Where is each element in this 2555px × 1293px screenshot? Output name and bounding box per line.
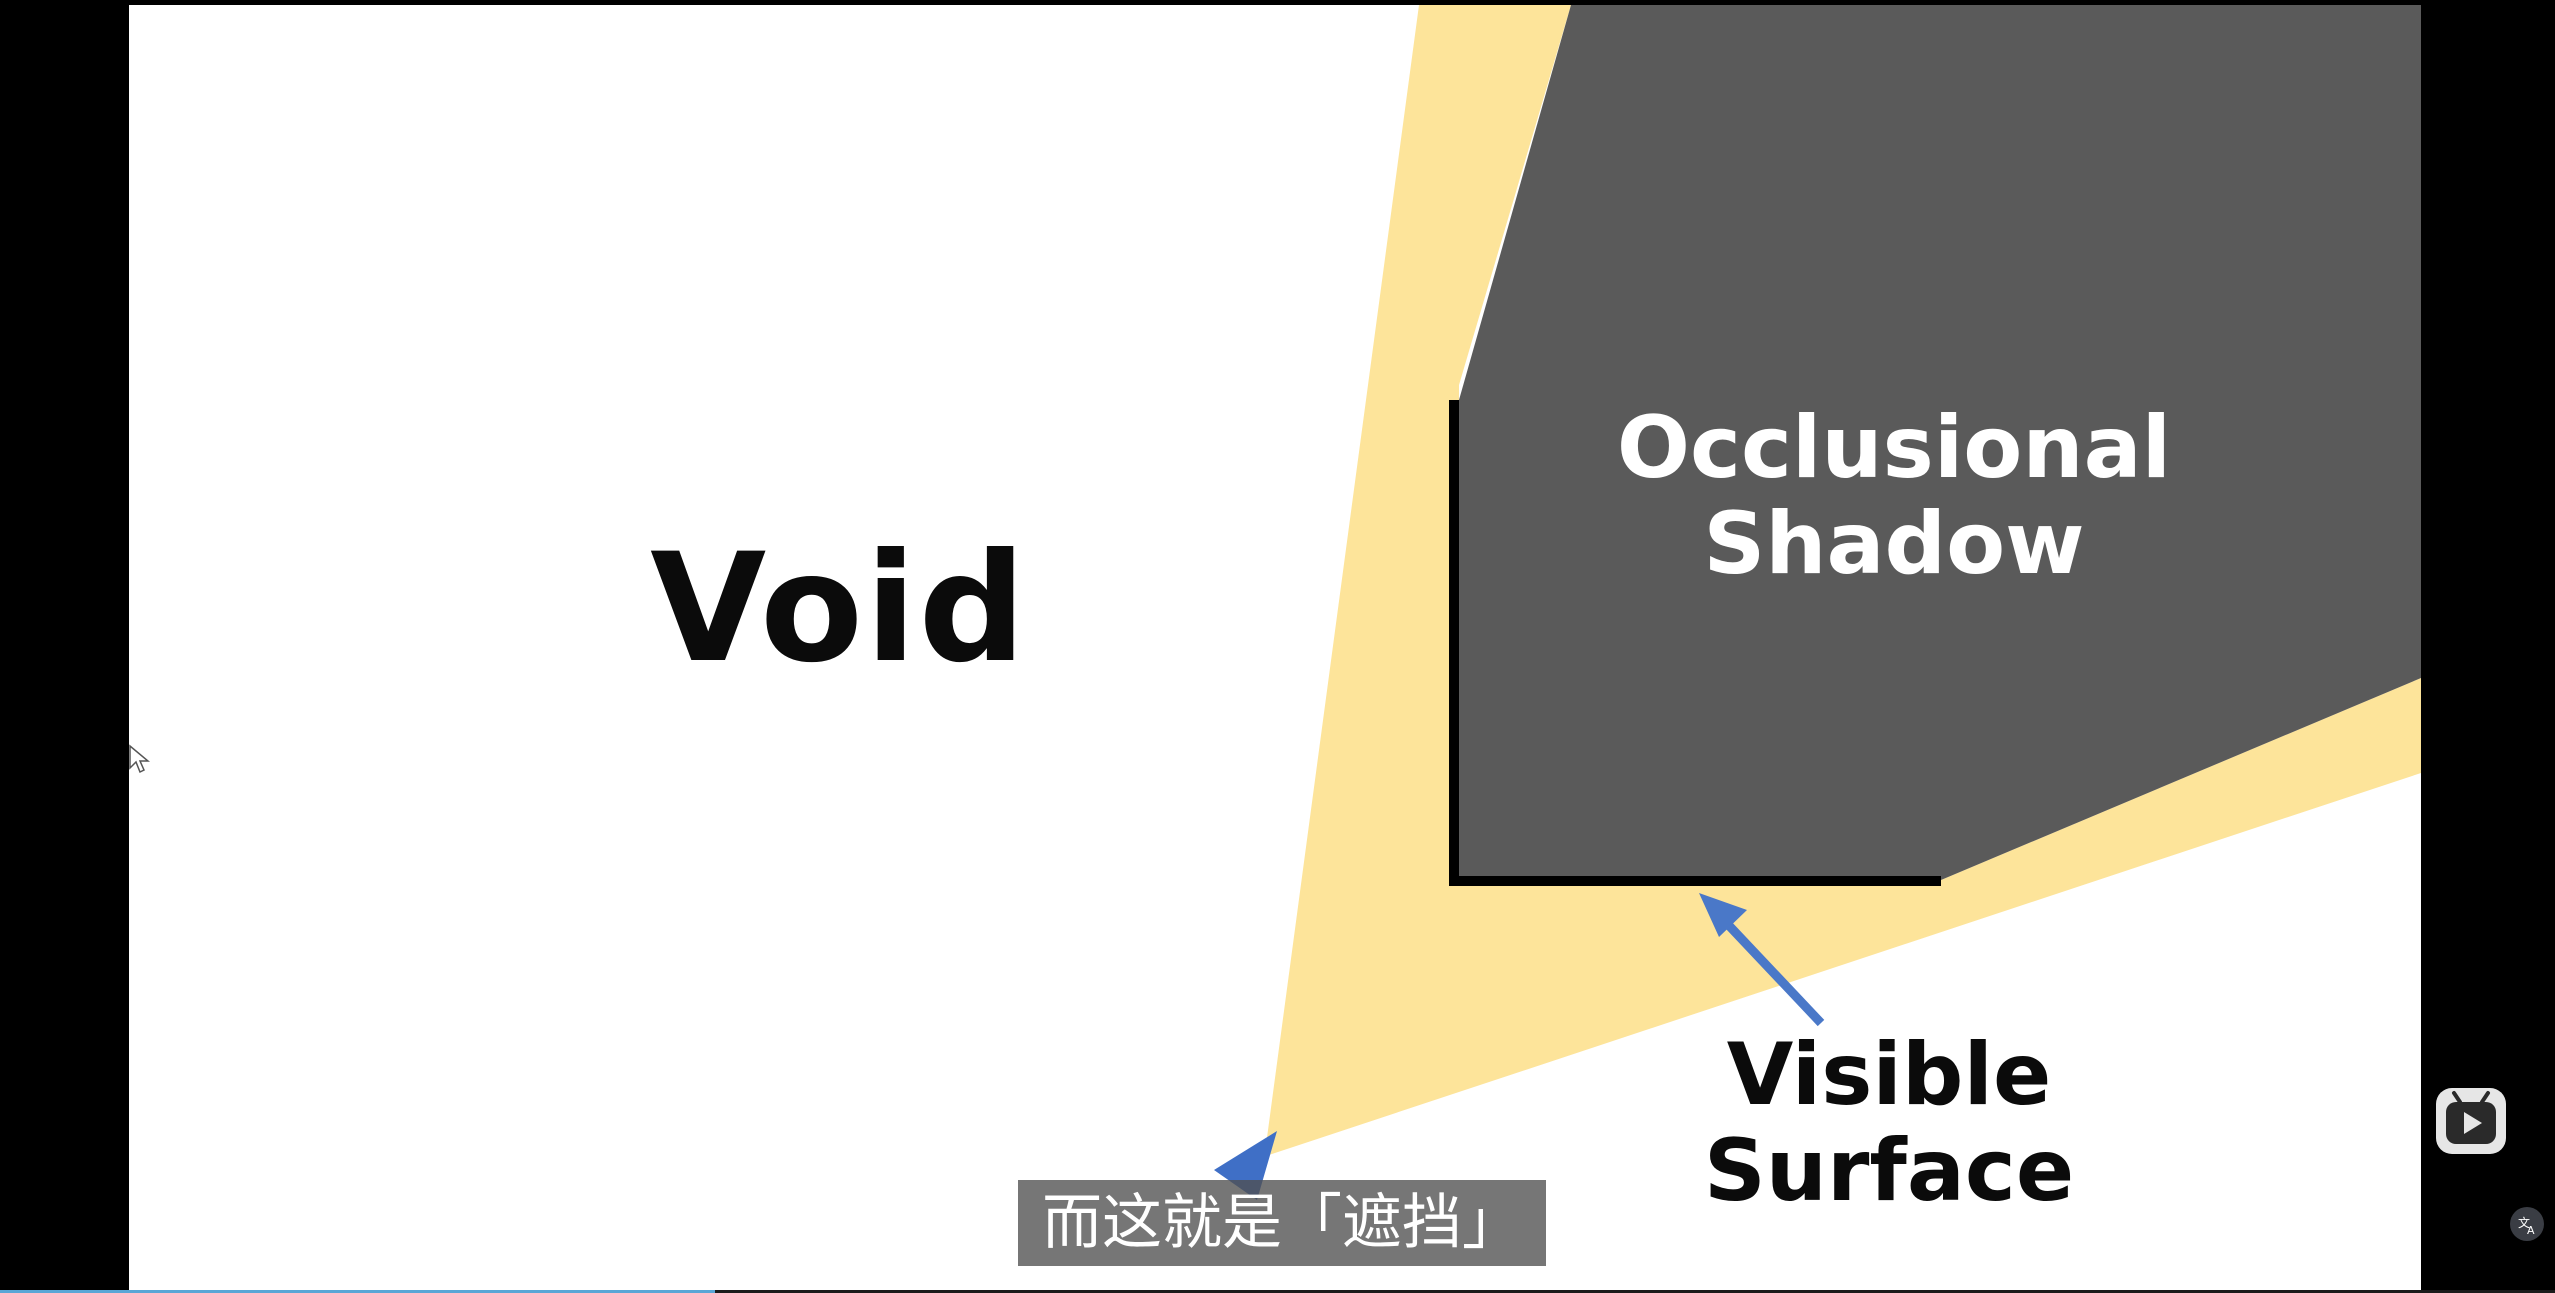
visible-surface-line (1449, 400, 1941, 886)
void-label-text: Void (650, 522, 1028, 696)
translate-icon: 文 A (2518, 1215, 2535, 1237)
translate-button[interactable]: 文 A (2510, 1207, 2544, 1241)
tv-play-button[interactable] (2436, 1088, 2506, 1154)
progress-fill (0, 1290, 716, 1293)
progress-bar[interactable] (0, 1290, 2555, 1293)
visible-surface-label-line1: Visible (1726, 1025, 2052, 1125)
occlusional-shadow-region (1459, 5, 2421, 880)
visible-surface-arrow (1699, 893, 1825, 1027)
svg-text:文: 文 (2518, 1215, 2530, 1230)
occlusional-shadow-label-line2: Shadow (1703, 494, 2085, 595)
tv-play-icon (2446, 1091, 2496, 1144)
occlusional-shadow-label-line1: Occlusional (1616, 398, 2172, 498)
svg-text:A: A (2527, 1224, 2535, 1237)
occlusional-shadow-label: Occlusional Shadow (1609, 400, 2179, 593)
subtitle-caption: 而这就是「遮挡」 (1018, 1180, 1546, 1266)
video-frame: Void Occlusional Shadow Visible Surface (129, 5, 2421, 1290)
occlusion-diagram (1214, 5, 2421, 1200)
void-label: Void (579, 525, 1099, 693)
visible-surface-label: Visible Surface (1629, 1027, 2149, 1220)
visible-surface-label-line2: Surface (1703, 1121, 2075, 1222)
light-cone (1264, 5, 2421, 1160)
mouse-pointer-icon (128, 744, 151, 774)
